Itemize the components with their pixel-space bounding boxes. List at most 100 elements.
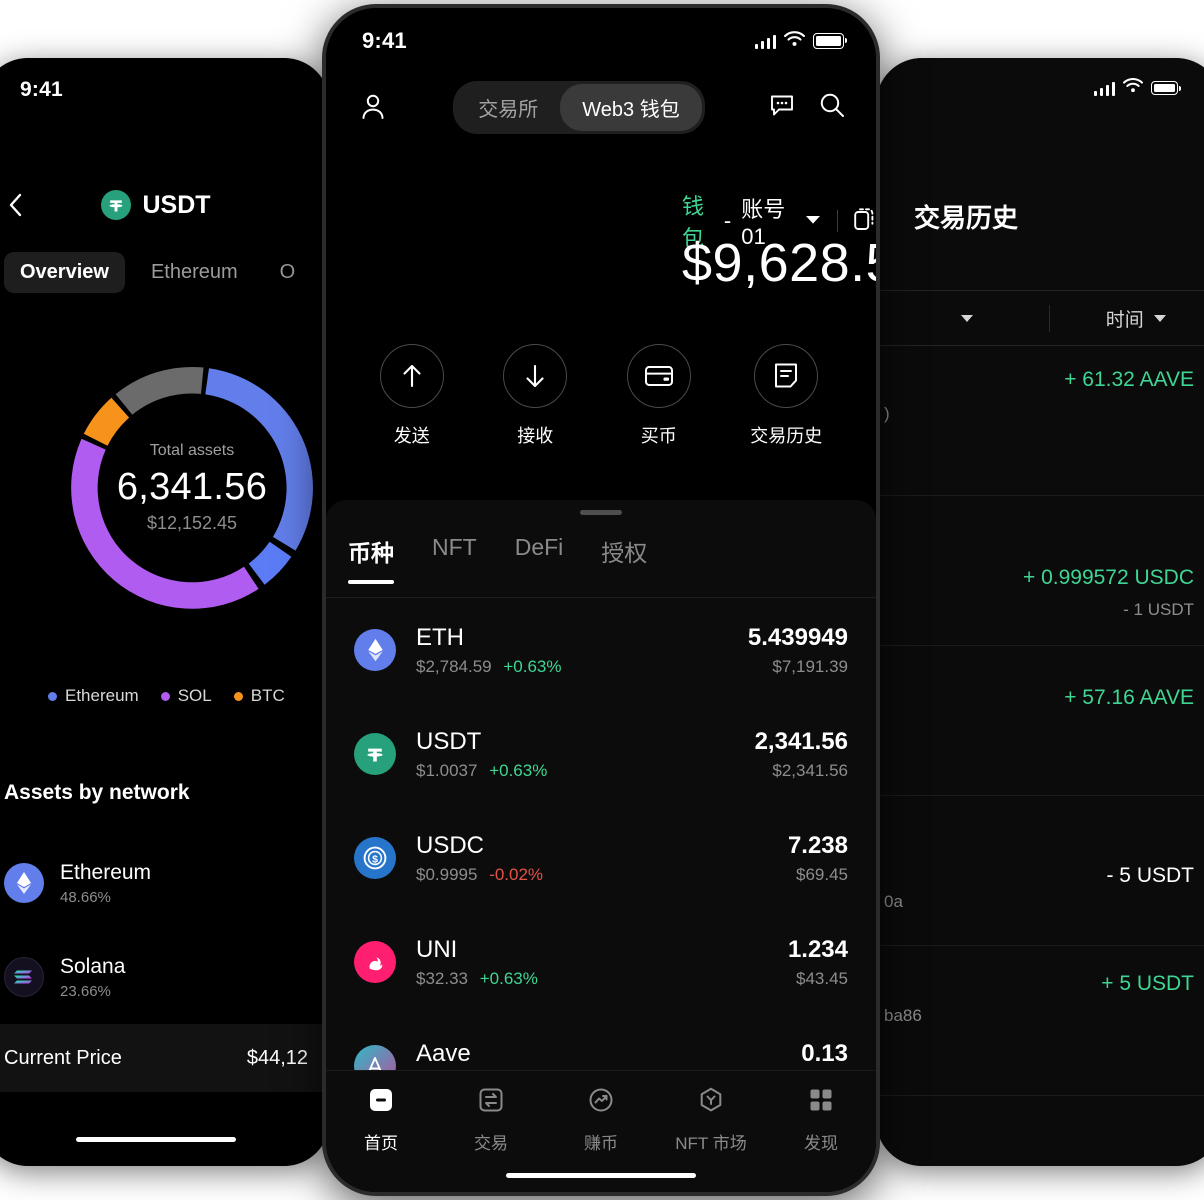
header-actions: [768, 91, 846, 124]
legend-item: Ethereum: [48, 686, 139, 706]
nav-label: 首页: [364, 1134, 398, 1153]
table-row[interactable]: + 0.999572 USDC - 1 USDT: [876, 496, 1204, 646]
network-percent: 48.66%: [60, 888, 111, 906]
token-holdings: 2,341.56 $2,341.56: [755, 728, 848, 781]
tab-tokens[interactable]: 币种: [348, 534, 394, 584]
token-holdings: 7.238 $69.45: [788, 832, 848, 885]
status-time: 9:41: [20, 78, 63, 101]
right-phone-screen: 交易历史 时间 + 61.32 AAVE ) + 0.999572 USDC: [876, 58, 1204, 1166]
token-price-row: $2,784.59 +0.63%: [416, 657, 562, 677]
back-icon[interactable]: [2, 192, 28, 218]
nav-item-earn[interactable]: 赚币: [546, 1085, 656, 1154]
sheet-drag-handle[interactable]: [580, 510, 622, 515]
list-item[interactable]: Solana 23.66%: [4, 930, 330, 1024]
table-row[interactable]: + 57.16 AAVE: [876, 646, 1204, 796]
table-row[interactable]: + 5 USDT ba86: [876, 946, 1204, 1096]
search-icon[interactable]: [818, 91, 846, 124]
list-item-text: Solana 23.66%: [60, 955, 125, 1000]
nav-label: 交易: [474, 1134, 508, 1153]
tab-ethereum[interactable]: Ethereum: [150, 261, 238, 283]
arrow-up-icon: [379, 344, 444, 408]
token-info: UNI $32.33 +0.63%: [416, 936, 538, 989]
legend-label-ethereum: Ethereum: [65, 686, 139, 705]
asset-donut-chart: Total assets 6,341.56 $12,152.45: [42, 338, 330, 638]
tx-hash: ): [884, 404, 890, 423]
tab-overview[interactable]: Overview: [4, 252, 125, 293]
earn-icon: [586, 1085, 616, 1120]
table-row[interactable]: + 61.32 AAVE ): [876, 346, 1204, 496]
nav-item-discover[interactable]: 发现: [766, 1085, 876, 1154]
legend-item: BTC: [233, 686, 285, 706]
list-item[interactable]: UNI $32.33 +0.63% 1.234 $43.45: [326, 910, 876, 1014]
token-price: $0.9995: [416, 864, 478, 884]
list-item[interactable]: USDT $1.0037 +0.63% 2,341.56 $2,341.56: [326, 702, 876, 806]
left-phone-frame: 9:41 USDT Overview Ethereum O: [0, 58, 330, 1166]
right-status-bar: [900, 78, 1181, 98]
list-item[interactable]: Ethereum 48.66%: [4, 836, 330, 930]
table-row[interactable]: - 5 USDT 0a: [876, 796, 1204, 946]
quick-action-send[interactable]: 发送: [379, 344, 444, 448]
nav-item-nft-market[interactable]: NFT 市场: [656, 1085, 766, 1154]
tab-nft[interactable]: NFT: [432, 534, 477, 560]
person-icon[interactable]: [356, 90, 390, 124]
left-tab-strip: Overview Ethereum O: [4, 252, 330, 293]
battery-icon: [813, 33, 847, 49]
quick-action-label: 交易历史: [750, 426, 823, 446]
donut-center-labels: Total assets 6,341.56 $12,152.45: [42, 338, 330, 638]
tether-icon: [101, 190, 132, 220]
quick-action-buy[interactable]: 买币: [626, 344, 691, 448]
account-selector[interactable]: 钱包 - 账号 01: [682, 189, 876, 253]
quick-action-history[interactable]: 交易历史: [750, 344, 822, 448]
asset-tab-strip: 币种 NFT DeFi 授权: [326, 534, 876, 598]
tx-hash: 0a: [884, 892, 903, 911]
transaction-list: + 61.32 AAVE ) + 0.999572 USDC - 1 USDT …: [876, 346, 1204, 1166]
usdc-icon: $: [354, 837, 396, 879]
quick-action-label: 发送: [393, 426, 430, 446]
center-status-bar: 9:41: [362, 28, 847, 54]
tab-other[interactable]: O: [279, 261, 296, 283]
mode-segmented-control: 交易所 Web3 钱包: [453, 80, 705, 134]
signal-icon: [1093, 81, 1115, 96]
copy-icon[interactable]: [854, 207, 876, 236]
nft-icon: [696, 1085, 726, 1120]
wifi-icon: [784, 30, 805, 52]
grid-icon: [806, 1085, 836, 1120]
segment-exchange[interactable]: 交易所: [478, 98, 539, 121]
filter-time[interactable]: 时间: [1048, 304, 1204, 332]
left-phone-screen: 9:41 USDT Overview Ethereum O: [0, 58, 330, 1166]
filter-type[interactable]: [876, 314, 1049, 322]
token-list: ETH $2,784.59 +0.63% 5.439949 $7,191.39: [326, 598, 876, 1104]
donut-legend: Ethereum SOL BTC: [48, 686, 285, 706]
tether-icon: [354, 733, 396, 775]
token-price: $32.33: [416, 968, 468, 988]
filter-bar: 时间: [876, 290, 1204, 346]
account-separator: -: [723, 208, 732, 233]
list-item[interactable]: $ USDC $0.9995 -0.02% 7.238 $69.45: [326, 806, 876, 910]
chat-bubble-icon[interactable]: [768, 91, 796, 124]
chevron-down-icon[interactable]: [805, 212, 821, 230]
svg-text:$: $: [372, 853, 378, 865]
token-price: $2,784.59: [416, 656, 492, 676]
tab-approvals[interactable]: 授权: [601, 540, 648, 566]
right-phone-frame: 交易历史 时间 + 61.32 AAVE ) + 0.999572 USDC: [876, 58, 1204, 1166]
token-symbol: USDT: [416, 727, 482, 755]
list-item[interactable]: ETH $2,784.59 +0.63% 5.439949 $7,191.39: [326, 598, 876, 702]
document-icon: [754, 344, 819, 408]
swap-icon: [476, 1085, 506, 1120]
token-holdings: 1.234 $43.45: [788, 936, 848, 989]
token-change: +0.63%: [503, 656, 562, 676]
nav-item-home[interactable]: 首页: [326, 1085, 436, 1154]
filter-time-label: 时间: [1105, 309, 1144, 331]
segment-web3-wallet[interactable]: Web3 钱包: [560, 83, 702, 131]
quick-actions: 发送 接收 买币 交易: [326, 344, 876, 448]
token-holdings: 5.439949 $7,191.39: [748, 624, 848, 677]
ethereum-icon: [4, 863, 44, 903]
tab-defi[interactable]: DeFi: [514, 534, 564, 560]
token-symbol: USDT: [142, 190, 211, 219]
quick-action-receive[interactable]: 接收: [503, 344, 568, 448]
chevron-down-icon: [961, 314, 974, 322]
token-info: USDC $0.9995 -0.02%: [416, 832, 543, 885]
nav-item-trade[interactable]: 交易: [436, 1085, 546, 1154]
token-value: $7,191.39: [772, 656, 848, 676]
